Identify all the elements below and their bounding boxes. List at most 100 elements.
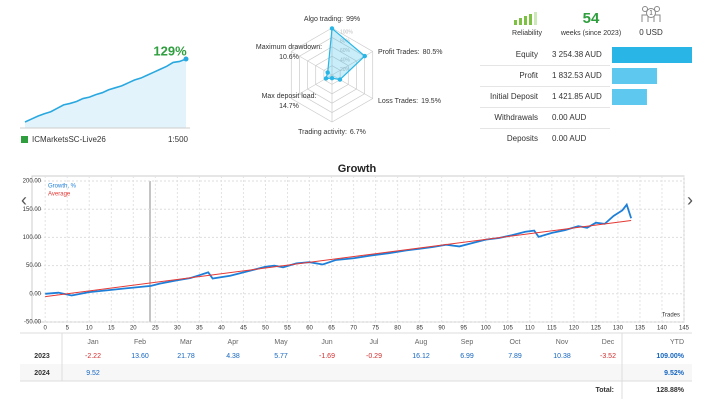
y-tick-label: 100.00: [23, 235, 42, 241]
total: 128.88%: [656, 387, 684, 394]
row-bg: [20, 364, 692, 381]
x-tick-label: 0: [44, 326, 48, 332]
row-ytd: 9.52%: [664, 370, 685, 377]
x-tick-label: 130: [613, 326, 624, 332]
y-tick-label: 200.00: [23, 179, 42, 185]
y-tick-label: -50.00: [24, 320, 42, 326]
x-tick-label: 95: [460, 326, 467, 332]
series-line: [45, 219, 632, 298]
radar-area: [325, 27, 366, 81]
radar-label: Loss Trades: 19.5%: [378, 98, 441, 105]
stat-label: Initial Deposit: [490, 92, 539, 101]
column-header: Apr: [228, 339, 240, 346]
radar-label: Algo trading: 99%: [304, 16, 360, 23]
column-header: Jun: [321, 339, 332, 346]
x-tick-label: 20: [130, 326, 137, 332]
reliability-icon: [514, 12, 537, 25]
cell: -2.22: [85, 353, 101, 360]
radar-category: Profit Trades:: [378, 49, 420, 56]
radar-point: [323, 76, 329, 81]
y-tick-label: 50.00: [26, 263, 42, 269]
legend-entry: Average: [48, 192, 71, 198]
radar-value: 14.7%: [279, 103, 299, 110]
cell: -0.29: [366, 353, 382, 360]
x-tick-label: 45: [240, 326, 247, 332]
x-tick-label: 65: [328, 326, 335, 332]
cell: 4.38: [226, 353, 240, 360]
x-tick-label: 125: [591, 326, 602, 332]
account: ICMarketsSC-Live26: [32, 135, 106, 144]
radar-value: 6.7%: [350, 129, 366, 136]
y-tick-label: 0.00: [29, 291, 41, 297]
x-tick-label: 75: [372, 326, 379, 332]
x-tick-label: 15: [108, 326, 115, 332]
subscribers-icon: [641, 6, 661, 22]
column-header: Oct: [510, 339, 521, 346]
x-tick-label: 85: [416, 326, 423, 332]
cell: 5.77: [274, 353, 288, 360]
x-tick-label: 115: [547, 326, 557, 332]
column-header: Feb: [134, 339, 146, 346]
x-tick-label: 135: [635, 326, 646, 332]
cell: -1.69: [319, 353, 335, 360]
radar-category: Algo trading:: [304, 16, 343, 23]
x-tick-label: 70: [350, 326, 357, 332]
stat-label: Deposits: [507, 134, 538, 143]
stat-label: Equity: [516, 50, 538, 59]
x-tick-label: 90: [438, 326, 445, 332]
x-tick-label: 25: [152, 326, 159, 332]
cell: 16.12: [412, 353, 430, 360]
cell: -3.52: [600, 353, 616, 360]
x-tick-label: 140: [657, 326, 668, 332]
growth-value: 129%: [153, 43, 187, 58]
stat-value: 0.00 AUD: [552, 113, 586, 122]
row-year: 2023: [34, 353, 50, 360]
radar-tick-label: 80%: [340, 39, 351, 45]
radar-point: [329, 75, 335, 81]
cell: 7.89: [508, 353, 522, 360]
x-tick-label: 60: [306, 326, 313, 332]
stat-value: 3 254.38 AUD: [552, 50, 602, 59]
stat-bar: [612, 68, 658, 84]
column-header: Sep: [461, 339, 474, 346]
column-header: Aug: [415, 339, 428, 346]
radar-category: Trading activity:: [298, 129, 347, 136]
radar-point: [325, 70, 330, 75]
x-tick-label: 35: [196, 326, 203, 332]
cell: 10.38: [553, 353, 571, 360]
reliability-label: Reliability: [512, 30, 542, 37]
radar-spoke: [291, 51, 333, 76]
radar-point: [337, 77, 343, 82]
column-header: Mar: [180, 339, 193, 346]
column-header: Jul: [370, 339, 379, 346]
chart-title: Growth: [338, 163, 377, 175]
column-header: May: [274, 339, 288, 346]
radar-category: Loss Trades:: [378, 98, 418, 105]
radar-value: 80.5%: [423, 49, 443, 56]
x-tick-label: 120: [569, 326, 580, 332]
column-header: Nov: [556, 339, 569, 346]
cell: 21.78: [177, 353, 195, 360]
stat-bar: [612, 47, 692, 63]
prev-arrow[interactable]: ‹: [21, 190, 27, 210]
stat-label: Profit: [519, 71, 538, 80]
next-arrow[interactable]: ›: [687, 190, 693, 210]
legend-entry: Growth, %: [48, 184, 77, 190]
x-tick-label: 10: [86, 326, 93, 332]
radar-point: [329, 26, 335, 31]
total-label: Total:: [595, 387, 614, 394]
radar-tick-label: 100%: [340, 29, 353, 35]
plot-frame: [31, 175, 685, 323]
radar-value: 10.6%: [279, 54, 299, 61]
x-tick-label: 55: [284, 326, 291, 332]
column-header: Jan: [87, 339, 98, 346]
y-tick-label: 150.00: [23, 207, 42, 213]
radar-value: 99%: [346, 16, 360, 23]
area-line: [24, 58, 187, 123]
x-tick-label: 100: [481, 326, 492, 332]
radar-tick-label: 60%: [340, 48, 351, 54]
x-tick-label: 40: [218, 326, 225, 332]
x-tick-label: 80: [394, 326, 401, 332]
stat-value: 0.00 AUD: [552, 134, 586, 143]
